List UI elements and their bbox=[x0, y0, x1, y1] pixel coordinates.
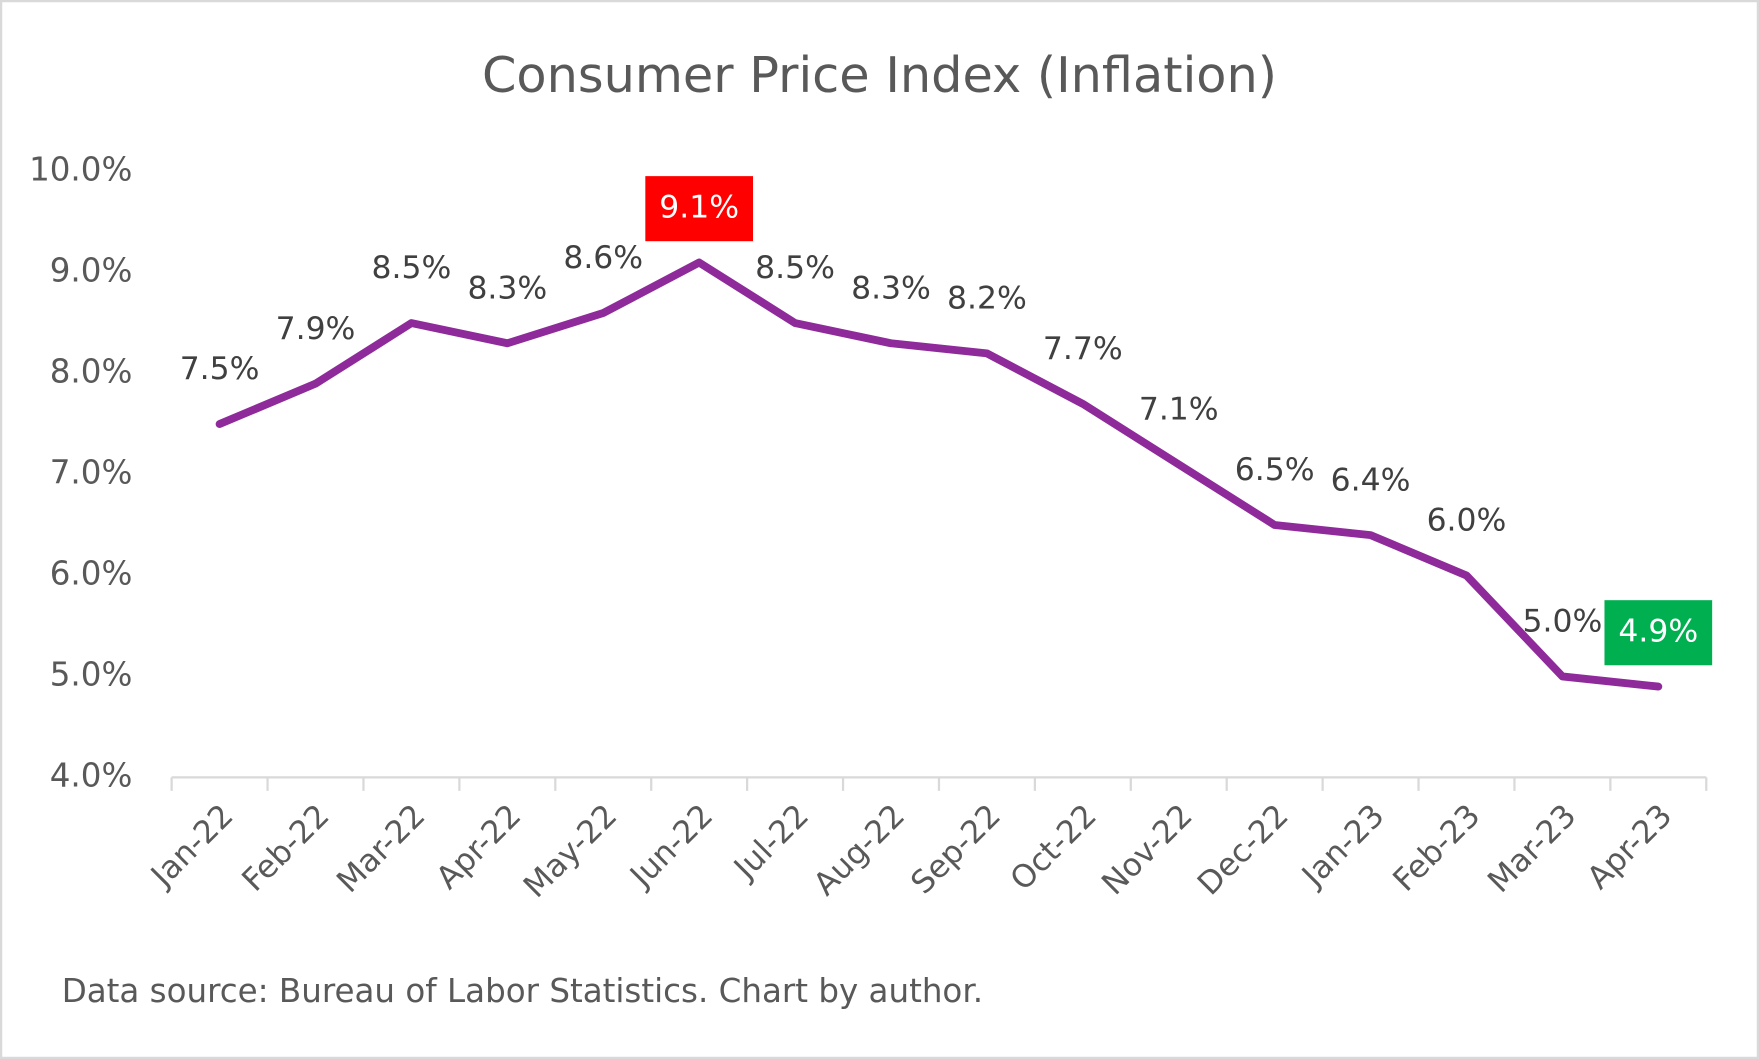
data-label: 8.3% bbox=[851, 270, 931, 306]
label-highlight bbox=[645, 176, 754, 242]
y-tick-label: 6.0% bbox=[50, 554, 133, 592]
data-label: 4.9% bbox=[1618, 614, 1698, 650]
y-tick-label: 10.0% bbox=[29, 151, 132, 189]
y-tick-label: 9.0% bbox=[50, 252, 133, 290]
data-label: 8.5% bbox=[372, 250, 452, 286]
data-label: 8.2% bbox=[947, 281, 1027, 317]
y-tick-label: 5.0% bbox=[50, 655, 133, 693]
data-label: 7.1% bbox=[1139, 392, 1219, 428]
data-label: 6.5% bbox=[1235, 452, 1315, 488]
y-tick-label: 4.0% bbox=[50, 756, 133, 794]
y-tick-label: 7.0% bbox=[50, 454, 133, 492]
chart-title: Consumer Price Index (Inflation) bbox=[482, 46, 1277, 104]
data-label: 9.1% bbox=[659, 190, 739, 226]
data-label: 6.4% bbox=[1331, 462, 1411, 498]
data-label: 7.9% bbox=[276, 311, 356, 347]
data-label: 8.3% bbox=[467, 270, 547, 306]
data-label: 6.0% bbox=[1427, 503, 1507, 539]
data-label: 8.5% bbox=[755, 250, 835, 286]
data-label: 7.7% bbox=[1043, 331, 1123, 367]
data-label: 7.5% bbox=[180, 351, 260, 387]
data-label: 8.6% bbox=[563, 240, 643, 276]
data-label: 5.0% bbox=[1523, 604, 1603, 640]
line-series bbox=[215, 258, 1663, 691]
y-tick-label: 8.0% bbox=[50, 353, 133, 391]
source-note: Data source: Bureau of Labor Statistics.… bbox=[62, 972, 983, 1010]
label-highlight bbox=[1604, 600, 1713, 666]
